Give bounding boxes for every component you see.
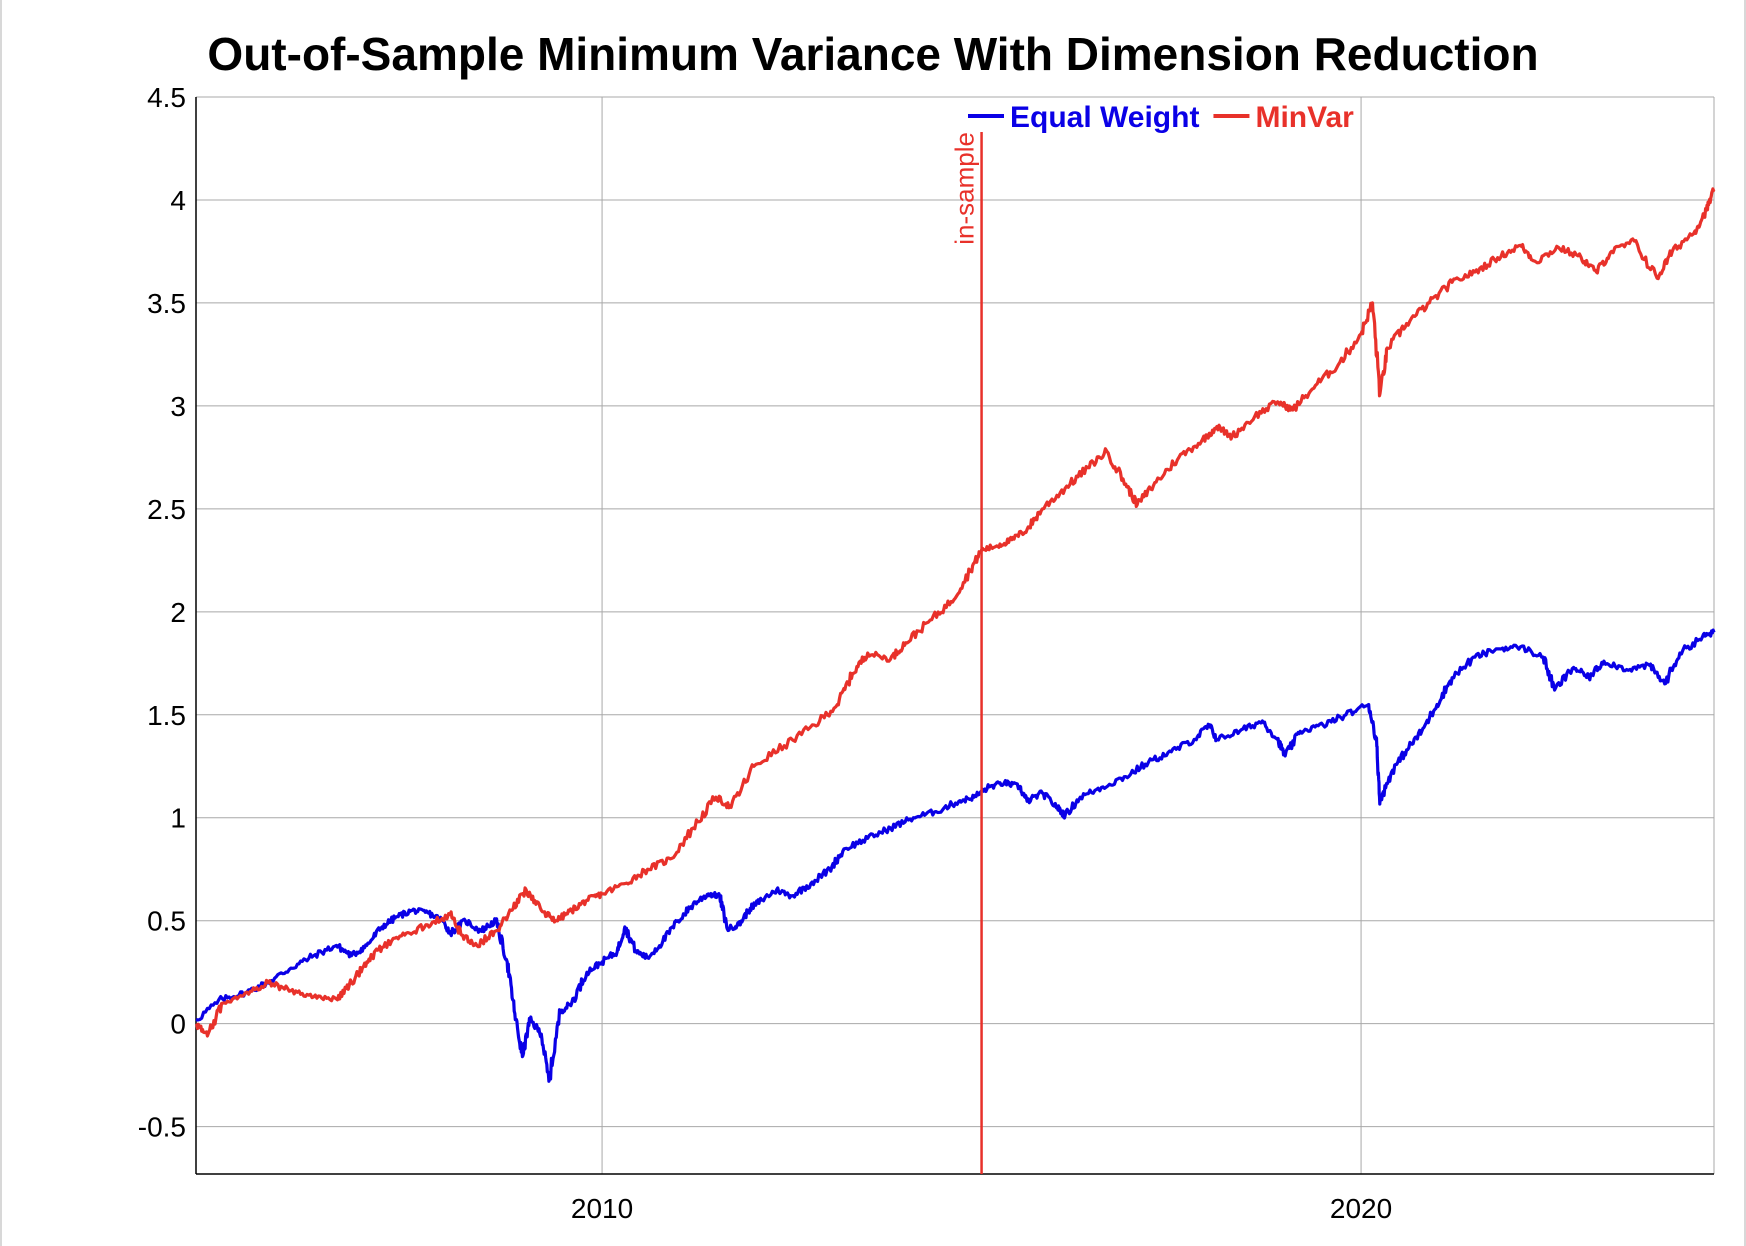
- y-tick-label: -0.5: [138, 1112, 186, 1143]
- y-tick-label: 2.5: [147, 494, 186, 525]
- y-tick-label: 0.5: [147, 906, 186, 937]
- y-tick-label: 3.5: [147, 288, 186, 319]
- x-tick-label: 2010: [571, 1193, 633, 1224]
- x-axis-ticks: 2010 2020: [571, 1193, 1392, 1224]
- y-tick-label: 0: [170, 1009, 186, 1040]
- legend: Equal Weight MinVar: [968, 101, 1354, 134]
- axes: [195, 97, 1714, 1175]
- series-line-minvar: [194, 187, 1716, 1038]
- y-axis-ticks: -0.5 0 0.5 1 1.5 2 2.5 3 3.5 4 4.5: [138, 82, 186, 1143]
- chart-title: Out-of-Sample Minimum Variance With Dime…: [207, 28, 1538, 80]
- x-tick-label: 2020: [1330, 1193, 1392, 1224]
- in-sample-label: in-sample: [950, 132, 980, 245]
- y-tick-label: 1: [170, 803, 186, 834]
- y-tick-label: 3: [170, 391, 186, 422]
- legend-label-equal-weight: Equal Weight: [1010, 101, 1199, 134]
- grid-lines: [196, 96, 1715, 1174]
- series-line-equal-weight: [195, 628, 1716, 1083]
- y-tick-label: 4: [170, 185, 186, 216]
- legend-label-minvar: MinVar: [1255, 101, 1354, 134]
- y-tick-label: 1.5: [147, 700, 186, 731]
- y-tick-label: 4.5: [147, 82, 186, 113]
- in-sample-marker: in-sample: [950, 132, 983, 1174]
- y-tick-label: 2: [170, 597, 186, 628]
- series-group: [194, 187, 1716, 1083]
